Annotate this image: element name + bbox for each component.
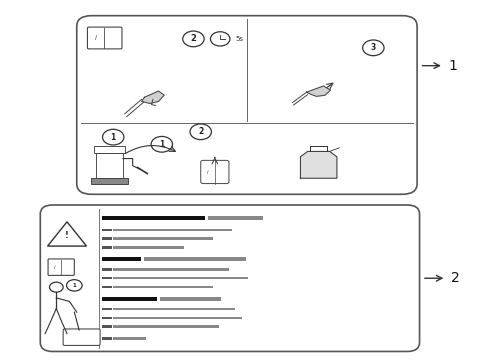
Polygon shape [142, 91, 164, 103]
Text: 3: 3 [370, 43, 375, 52]
Text: 5s: 5s [235, 36, 243, 42]
Bar [102, 246, 112, 249]
Polygon shape [300, 152, 336, 178]
Bar [102, 277, 112, 279]
Circle shape [190, 124, 211, 140]
Text: 1: 1 [159, 140, 164, 149]
Polygon shape [306, 86, 330, 96]
Bar [113, 308, 235, 310]
Circle shape [66, 280, 82, 291]
Bar [113, 268, 228, 271]
Bar [102, 297, 157, 301]
Circle shape [49, 282, 63, 292]
Bar [143, 257, 246, 261]
Bar [113, 316, 241, 319]
FancyBboxPatch shape [48, 259, 74, 275]
Bar [102, 257, 141, 261]
Text: 2: 2 [450, 271, 459, 285]
Bar [102, 325, 112, 328]
FancyBboxPatch shape [40, 205, 419, 351]
Bar [102, 316, 112, 319]
Bar [160, 297, 221, 301]
Bar [113, 286, 212, 288]
Bar [113, 325, 219, 328]
Text: 1: 1 [72, 283, 76, 288]
Bar [102, 229, 112, 231]
Circle shape [102, 129, 123, 145]
Text: i: i [54, 265, 56, 270]
Polygon shape [47, 222, 86, 246]
Bar [113, 229, 232, 231]
Bar [102, 308, 112, 310]
Bar [207, 216, 262, 220]
FancyBboxPatch shape [77, 16, 416, 194]
Bar [102, 268, 112, 271]
Text: i: i [206, 170, 208, 175]
Bar [94, 146, 125, 153]
Bar [113, 337, 145, 339]
Circle shape [151, 136, 172, 152]
Bar [113, 246, 183, 249]
FancyBboxPatch shape [201, 160, 228, 184]
Bar [91, 178, 127, 184]
FancyBboxPatch shape [87, 27, 122, 49]
Bar [102, 286, 112, 288]
Circle shape [210, 32, 229, 46]
Text: 2: 2 [190, 35, 196, 44]
Text: 1: 1 [448, 59, 457, 73]
FancyBboxPatch shape [63, 329, 100, 345]
Text: !: ! [65, 231, 69, 240]
Bar [113, 277, 247, 279]
Bar [113, 238, 212, 240]
Bar [102, 216, 204, 220]
Bar [102, 238, 112, 240]
Bar [96, 153, 122, 178]
Text: 1: 1 [110, 132, 116, 141]
Circle shape [183, 31, 203, 47]
Text: i: i [95, 35, 97, 41]
Bar [102, 337, 112, 339]
Text: 2: 2 [198, 127, 203, 136]
Circle shape [362, 40, 383, 56]
